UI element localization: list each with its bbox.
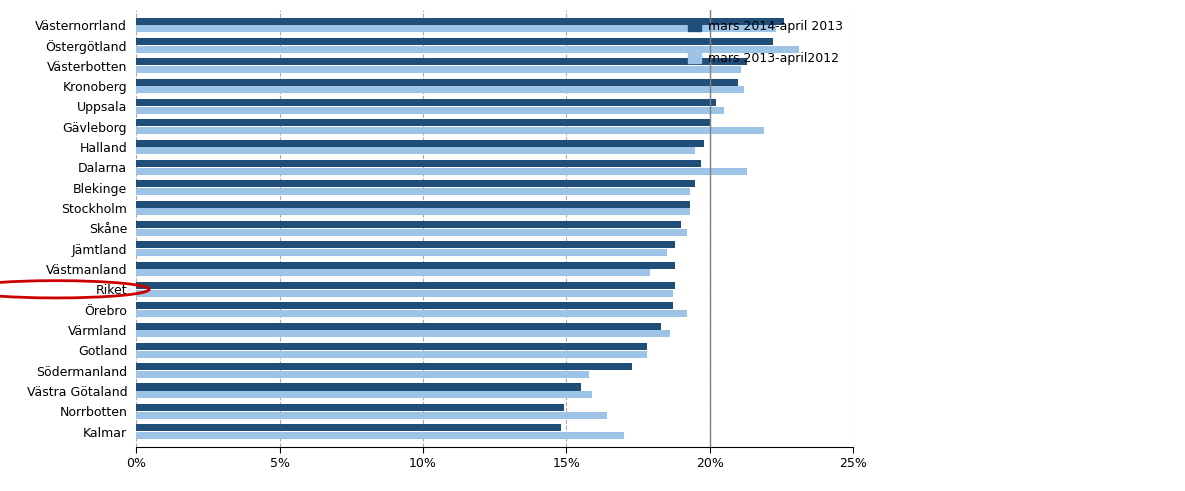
- Bar: [136, 432, 623, 439]
- Bar: [136, 330, 670, 337]
- Legend: mars 2014-april 2013, mars 2013-april2012: mars 2014-april 2013, mars 2013-april201…: [688, 21, 844, 65]
- Bar: [136, 229, 687, 236]
- Bar: [136, 26, 776, 32]
- Bar: [136, 79, 738, 86]
- Bar: [136, 302, 673, 309]
- Bar: [136, 208, 690, 216]
- Bar: [136, 290, 673, 297]
- Bar: [136, 343, 647, 350]
- Bar: [136, 167, 747, 175]
- Bar: [136, 200, 690, 208]
- Bar: [136, 404, 564, 411]
- Bar: [136, 241, 675, 248]
- Bar: [136, 269, 649, 276]
- Bar: [136, 262, 675, 269]
- Bar: [136, 363, 633, 370]
- Bar: [136, 282, 675, 289]
- Bar: [136, 58, 747, 65]
- Bar: [136, 411, 607, 419]
- Bar: [136, 127, 764, 134]
- Bar: [136, 424, 561, 431]
- Bar: [136, 139, 704, 147]
- Bar: [136, 371, 589, 378]
- Bar: [136, 86, 744, 93]
- Bar: [136, 46, 799, 53]
- Bar: [136, 147, 696, 155]
- Bar: [136, 38, 773, 45]
- Bar: [136, 160, 702, 167]
- Bar: [136, 221, 681, 228]
- Bar: [136, 107, 724, 114]
- Bar: [136, 99, 716, 106]
- Bar: [136, 249, 667, 256]
- Bar: [136, 391, 592, 398]
- Bar: [136, 323, 661, 329]
- Bar: [136, 351, 647, 357]
- Bar: [136, 188, 690, 195]
- Bar: [136, 383, 581, 391]
- Bar: [136, 66, 742, 73]
- Bar: [136, 310, 687, 317]
- Bar: [136, 180, 696, 188]
- Bar: [136, 18, 784, 25]
- Bar: [136, 119, 710, 126]
